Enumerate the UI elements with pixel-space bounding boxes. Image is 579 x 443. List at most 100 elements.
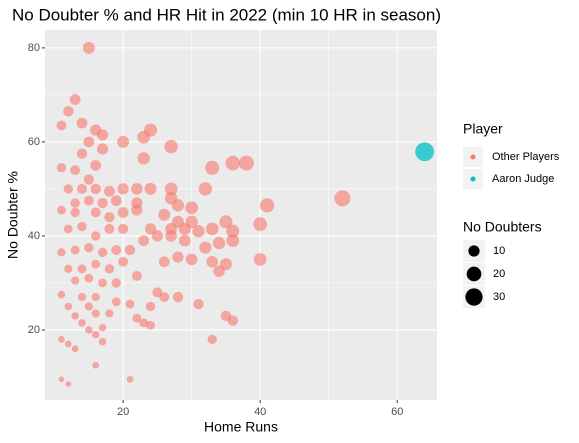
point (253, 217, 268, 232)
point (178, 222, 191, 235)
y-axis-label: No Doubter % (5, 171, 21, 259)
point (57, 248, 66, 257)
point (212, 236, 226, 250)
point (131, 270, 142, 281)
point (57, 290, 66, 299)
point (63, 106, 74, 117)
point (84, 273, 94, 283)
point (98, 337, 107, 346)
chart-title: No Doubter % and HR Hit in 2022 (min 10 … (12, 5, 441, 24)
point (205, 160, 220, 175)
point (58, 336, 65, 343)
point (90, 160, 102, 171)
x-tick-label: 40 (254, 406, 266, 418)
point (117, 223, 129, 235)
point (111, 297, 121, 307)
point (90, 183, 101, 195)
point (334, 190, 351, 207)
point (226, 224, 240, 238)
point (83, 174, 95, 185)
point (91, 330, 100, 339)
x-axis-label: Home Runs (204, 419, 278, 435)
point (144, 223, 157, 235)
point (91, 292, 100, 302)
point (253, 253, 267, 266)
point (131, 204, 143, 216)
point (193, 298, 204, 310)
point (111, 245, 122, 255)
point (77, 183, 87, 194)
point (125, 299, 135, 309)
point (172, 251, 184, 263)
point (132, 313, 142, 323)
point (164, 182, 178, 196)
point (64, 302, 73, 311)
point (98, 323, 107, 332)
y-tick-label: 80 (28, 42, 40, 54)
point (56, 120, 67, 131)
point (77, 292, 87, 302)
point (198, 182, 213, 196)
point (259, 198, 275, 213)
point (145, 301, 156, 312)
size-legend-marker (465, 288, 483, 306)
point (91, 259, 101, 269)
y-tick-label: 40 (28, 230, 40, 242)
point (97, 247, 108, 258)
point (117, 207, 129, 218)
point (105, 309, 114, 318)
point (110, 195, 122, 207)
point (137, 152, 150, 165)
point (158, 208, 171, 221)
point (171, 199, 185, 212)
point (126, 375, 134, 383)
point (56, 163, 67, 173)
point (65, 381, 72, 387)
point (139, 318, 149, 328)
point (144, 182, 157, 195)
point (117, 135, 130, 148)
size-legend-label: 10 (493, 245, 505, 257)
point (84, 242, 94, 253)
point (70, 198, 80, 208)
point (64, 340, 72, 348)
point (138, 235, 150, 247)
point (57, 205, 66, 215)
legend-marker (470, 176, 476, 182)
point (104, 223, 115, 234)
point (159, 292, 170, 302)
point (85, 326, 93, 334)
size-legend-label: 30 (493, 291, 505, 303)
point (83, 195, 94, 206)
point (118, 256, 129, 267)
points (56, 41, 435, 387)
point (151, 230, 164, 242)
point (76, 117, 88, 129)
point (226, 234, 240, 247)
point (90, 207, 101, 218)
legend-label: Other Players (492, 151, 560, 163)
point (92, 361, 100, 369)
point (206, 255, 219, 268)
point (76, 148, 88, 159)
point (104, 264, 115, 274)
point (219, 215, 233, 229)
size-legend-title: No Doubters (463, 219, 542, 235)
point (104, 185, 115, 197)
grid (45, 30, 437, 400)
point (96, 143, 109, 155)
point (98, 278, 107, 288)
legend-title: Player (463, 121, 503, 137)
point (69, 94, 81, 105)
point (70, 207, 80, 218)
point (185, 253, 198, 266)
point (207, 334, 217, 345)
point (77, 221, 87, 232)
point (111, 278, 121, 288)
size-legend-label: 20 (493, 268, 505, 280)
point (199, 241, 212, 254)
point (239, 155, 254, 171)
point (131, 183, 143, 195)
point (104, 211, 115, 223)
